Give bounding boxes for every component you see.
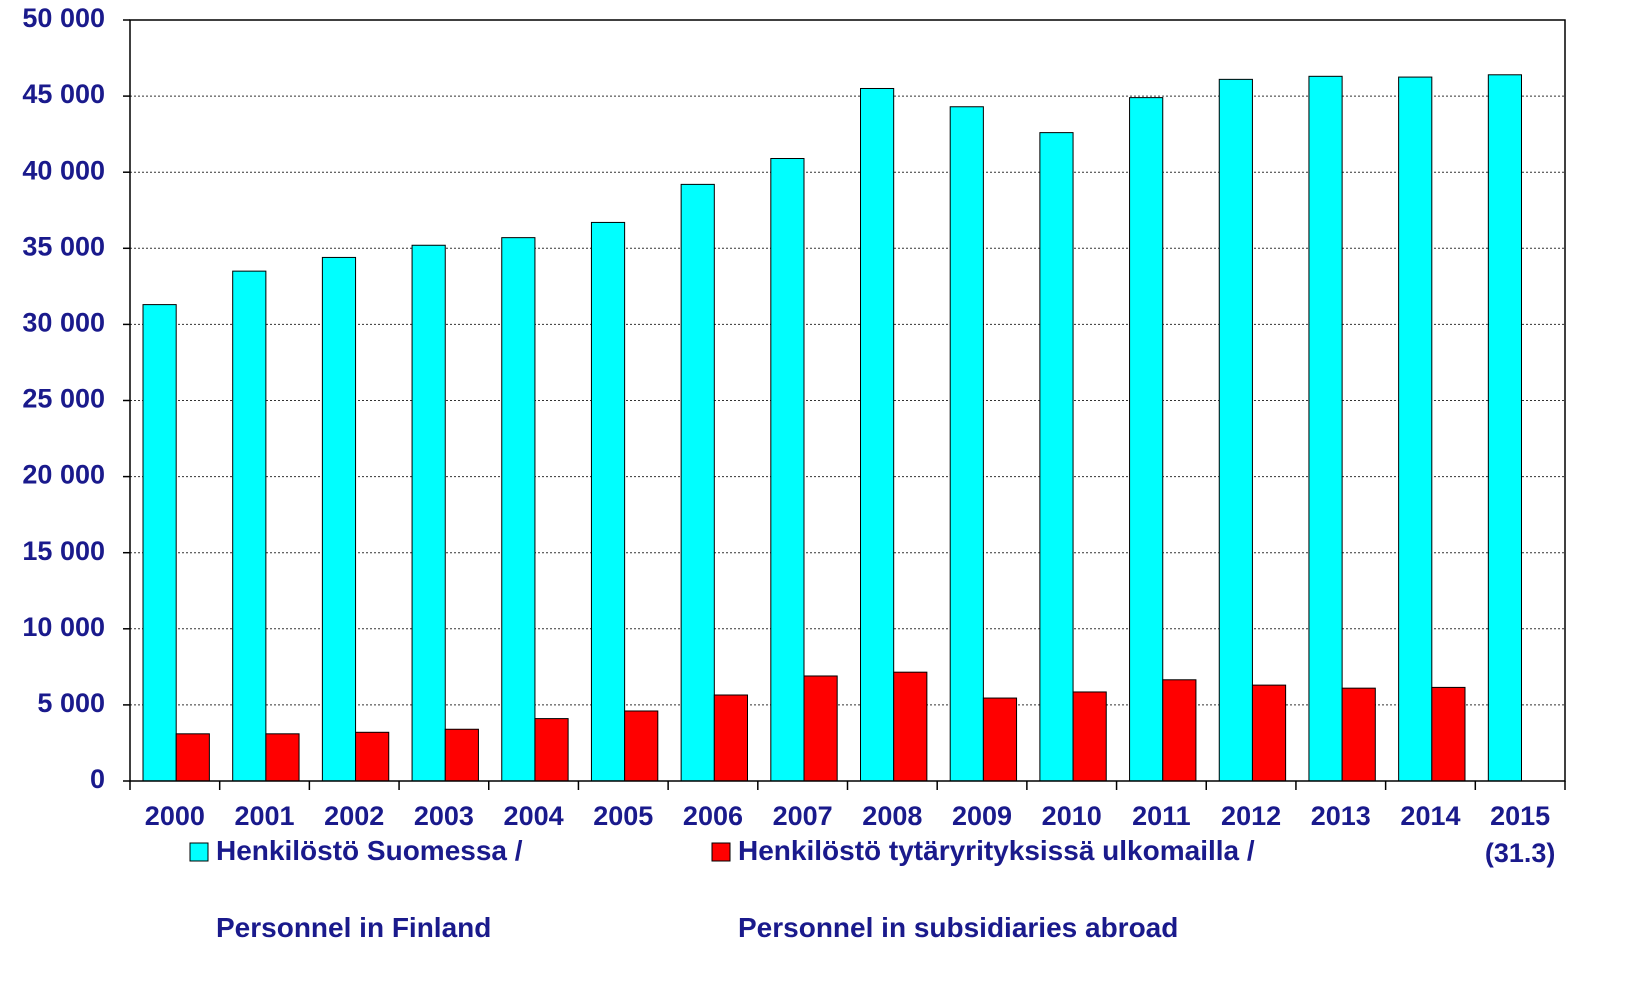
bar [1072,691,1107,782]
x-tick-label: 2015 (31.3) [1485,801,1556,868]
bar [893,671,928,782]
bar [265,733,300,782]
x-tick-label: 2004 [504,801,564,831]
bar [444,728,479,782]
y-tick-label: 25 000 [22,384,105,414]
bar [411,244,446,782]
x-tick-label: 2003 [414,801,474,831]
bar [1341,687,1376,782]
y-tick-label: 40 000 [22,155,105,185]
bar [860,87,895,782]
bar [1129,97,1164,782]
bar [803,675,838,782]
bar [680,183,715,782]
x-tick-label: 2008 [862,801,922,831]
bar [321,256,357,782]
x-tick-label: 2013 [1311,801,1371,831]
x-tick-label: 2010 [1042,801,1102,831]
bar [1431,686,1466,782]
bar [949,106,984,782]
x-tick-label: 2014 [1400,801,1460,831]
x-tick-label: 2001 [234,801,294,831]
bar [1398,76,1433,782]
legend-swatch [711,842,731,862]
bar [713,694,748,782]
bar [142,304,177,782]
y-tick-label: 45 000 [22,79,105,109]
bar [355,731,390,782]
bar [1039,132,1074,782]
legend-label: Henkilöstö tytäryrityksissä ulkomailla /… [738,835,1255,943]
bar [1487,74,1523,782]
bar [590,221,626,782]
bar [534,718,569,782]
y-tick-label: 10 000 [22,612,105,642]
y-tick-label: 50 000 [22,3,105,33]
y-tick-label: 0 [90,764,105,794]
bar [1218,78,1253,782]
x-tick-label: 2011 [1132,801,1191,831]
x-tick-label: 2007 [773,801,833,831]
bar [982,697,1018,782]
y-tick-label: 30 000 [22,308,105,338]
x-tick-label: 2009 [952,801,1012,831]
bar [175,733,210,782]
bar [501,237,536,782]
x-tick-label: 2012 [1221,801,1281,831]
x-tick-label: 2000 [145,801,205,831]
y-tick-label: 20 000 [22,460,105,490]
plot-frame [129,19,1566,782]
legend-label: Henkilöstö Suomessa / Personnel in Finlan… [216,835,523,943]
bar [624,710,659,782]
bar [1162,679,1197,782]
x-tick-label: 2006 [683,801,743,831]
y-tick-label: 15 000 [22,536,105,566]
y-tick-label: 35 000 [22,231,105,261]
bar [1251,684,1287,782]
x-tick-label: 2002 [324,801,384,831]
bar [1308,75,1343,782]
bar [770,158,805,782]
bar [232,270,267,782]
legend-swatch [189,842,209,862]
y-tick-label: 5 000 [37,688,105,718]
x-tick-label: 2005 [593,801,653,831]
